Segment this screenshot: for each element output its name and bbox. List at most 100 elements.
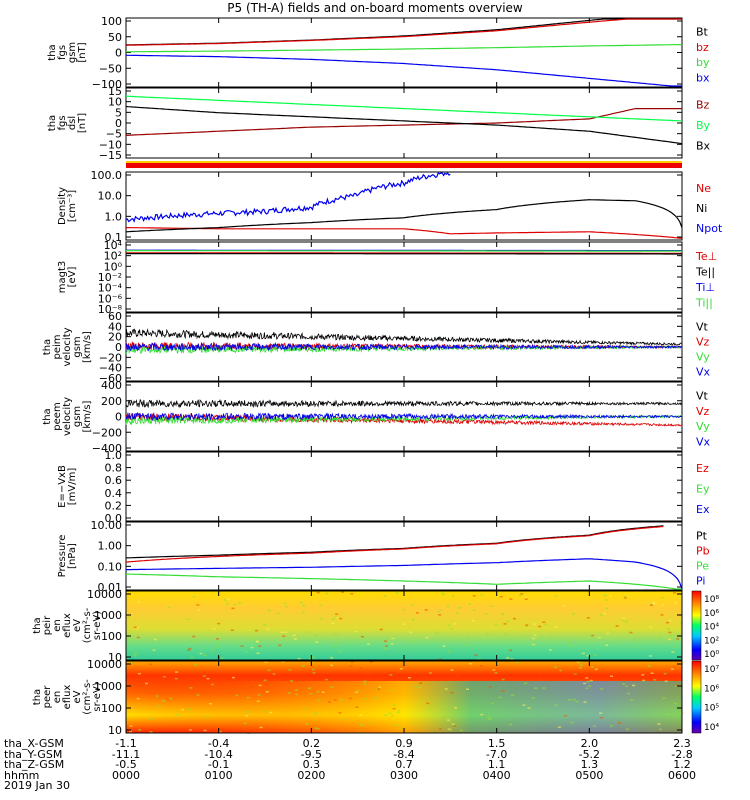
- spectrogram-speckle: [662, 697, 666, 700]
- panel-peer_spec: 10⁷ 10⁶ 10⁵ 10⁴ 10000 1000 100 10 tha peer en eflux…: [32, 658, 719, 737]
- spectrogram-speckle: [492, 669, 496, 671]
- spectrogram-speckle: [649, 626, 653, 628]
- spectrogram-speckle: [513, 617, 516, 620]
- spectrogram-speckle: [355, 706, 359, 708]
- spectrogram-speckle: [499, 596, 503, 598]
- spectrogram-speckle: [542, 621, 546, 623]
- panel-frame: [125, 171, 683, 241]
- y-axis-label-line: gsm: [67, 42, 78, 63]
- spectrogram-speckle: [503, 623, 507, 625]
- spectrogram-speckle: [600, 614, 604, 616]
- spectrogram-speckle: [245, 650, 248, 653]
- spectrogram-speckle: [243, 722, 247, 725]
- spectrogram-speckle: [468, 603, 472, 605]
- spectrogram-speckle: [384, 714, 388, 716]
- y-tick-label: 100: [101, 702, 122, 715]
- spectrogram-speckle: [563, 714, 567, 717]
- spectrogram-speckle: [438, 658, 442, 660]
- spectrogram-speckle: [379, 628, 383, 631]
- panel-frame: [125, 451, 683, 522]
- spectrogram-speckle: [338, 712, 342, 714]
- spectrogram-speckle: [424, 609, 428, 611]
- y-axis-label-line: eV: [72, 690, 83, 703]
- footer-tick-value: 0.7: [395, 758, 413, 771]
- y-tick-label: 10⁰: [104, 260, 123, 273]
- spectrogram-speckle: [259, 726, 263, 729]
- y-axis-label-line: velocity: [62, 327, 73, 366]
- legend-vy-label: Vy: [696, 351, 710, 364]
- y-axis-label: tha fgs gsm [nT]: [47, 42, 88, 63]
- spectrogram-speckle: [567, 640, 571, 643]
- y-axis-label-line: tha: [32, 689, 43, 705]
- spectrogram-speckle: [652, 601, 655, 604]
- spectrogram-speckle: [585, 677, 589, 679]
- spectrogram-speckle: [652, 602, 656, 605]
- spectrogram-speckle: [425, 636, 429, 639]
- spectrogram-speckle: [472, 619, 475, 622]
- spectrogram-speckle: [302, 604, 306, 607]
- spectrogram-speckle: [557, 726, 561, 728]
- spectrogram-speckle: [429, 672, 432, 674]
- spectrogram-speckle: [134, 652, 138, 654]
- spectrogram-speckle: [489, 605, 493, 607]
- colorbar-tick-label: 10⁶: [704, 609, 719, 619]
- spectrogram-speckle: [244, 715, 248, 717]
- y-axis-label-line: [nT]: [77, 42, 88, 62]
- spectrogram-speckle: [466, 635, 470, 638]
- spectrogram-speckle: [521, 635, 525, 638]
- legend-pi-label: Pi: [696, 575, 705, 588]
- spectrogram-speckle: [663, 672, 667, 675]
- y-tick-label: 0.10: [98, 560, 123, 573]
- spectrogram-speckle: [233, 642, 237, 645]
- spectrogram-speckle: [226, 603, 229, 605]
- spectrogram-speckle: [185, 618, 189, 621]
- spectrogram-speckle: [399, 727, 403, 729]
- y-tick-label: 1.0: [105, 449, 123, 462]
- y-axis-label-line: tha: [32, 617, 43, 633]
- spectrogram-speckle: [661, 604, 665, 606]
- spectrogram-speckle: [191, 639, 195, 642]
- spectrogram-speckle: [295, 693, 299, 696]
- legend-vz-label: Vz: [696, 336, 710, 349]
- spectrogram-speckle: [208, 686, 212, 688]
- spectrogram-speckle: [205, 716, 209, 718]
- spectrogram-speckle: [451, 595, 455, 597]
- spectrogram-speckle: [659, 728, 662, 731]
- footer-row-label: tha_X-GSM: [4, 737, 64, 750]
- spectrogram-speckle: [567, 699, 571, 701]
- spectrogram-speckle: [390, 643, 394, 645]
- spectrogram-speckle: [487, 716, 491, 719]
- spectrogram-speckle: [308, 657, 312, 660]
- spectrogram-speckle: [300, 602, 303, 604]
- spectrogram-speckle: [592, 725, 596, 727]
- y-axis-label: tha peir en eflux eV (cm²-s-sr-eV): [32, 607, 103, 643]
- spectrogram-speckle: [359, 714, 363, 716]
- spectrogram-speckle: [675, 685, 679, 687]
- spectrogram-speckle: [328, 701, 331, 703]
- legend-bz-label: Bz: [696, 98, 710, 111]
- footer-tick-value: 0100: [204, 768, 233, 782]
- spectrogram-speckle: [246, 696, 250, 699]
- spectrogram-speckle: [256, 700, 260, 702]
- spectrogram-speckle: [411, 618, 415, 621]
- spectrogram-speckle: [588, 685, 592, 687]
- legend-ez-label: Ez: [696, 462, 709, 475]
- y-tick-label: −50: [99, 62, 122, 75]
- y-axis-label-line: [km/s]: [82, 331, 93, 363]
- series-by-line: [125, 95, 683, 122]
- spectrogram-speckle: [426, 702, 430, 705]
- spectrogram-speckle: [399, 668, 403, 670]
- spectrogram-speckle: [428, 708, 432, 711]
- spectrogram-speckle: [363, 683, 367, 685]
- spectrogram-speckle: [255, 629, 258, 632]
- spectrogram-speckle: [436, 611, 440, 613]
- spectrogram-speckle: [331, 618, 335, 620]
- spectrogram-speckle: [287, 692, 291, 694]
- spectrogram-speckle: [663, 641, 666, 643]
- y-axis-label-line: tha: [47, 44, 58, 60]
- spectrogram-speckle: [453, 623, 457, 625]
- spectrogram-speckle: [285, 606, 288, 608]
- spectrogram-speckle: [515, 661, 519, 664]
- spectrogram-speckle: [583, 682, 587, 685]
- spectrogram-speckle: [339, 617, 343, 620]
